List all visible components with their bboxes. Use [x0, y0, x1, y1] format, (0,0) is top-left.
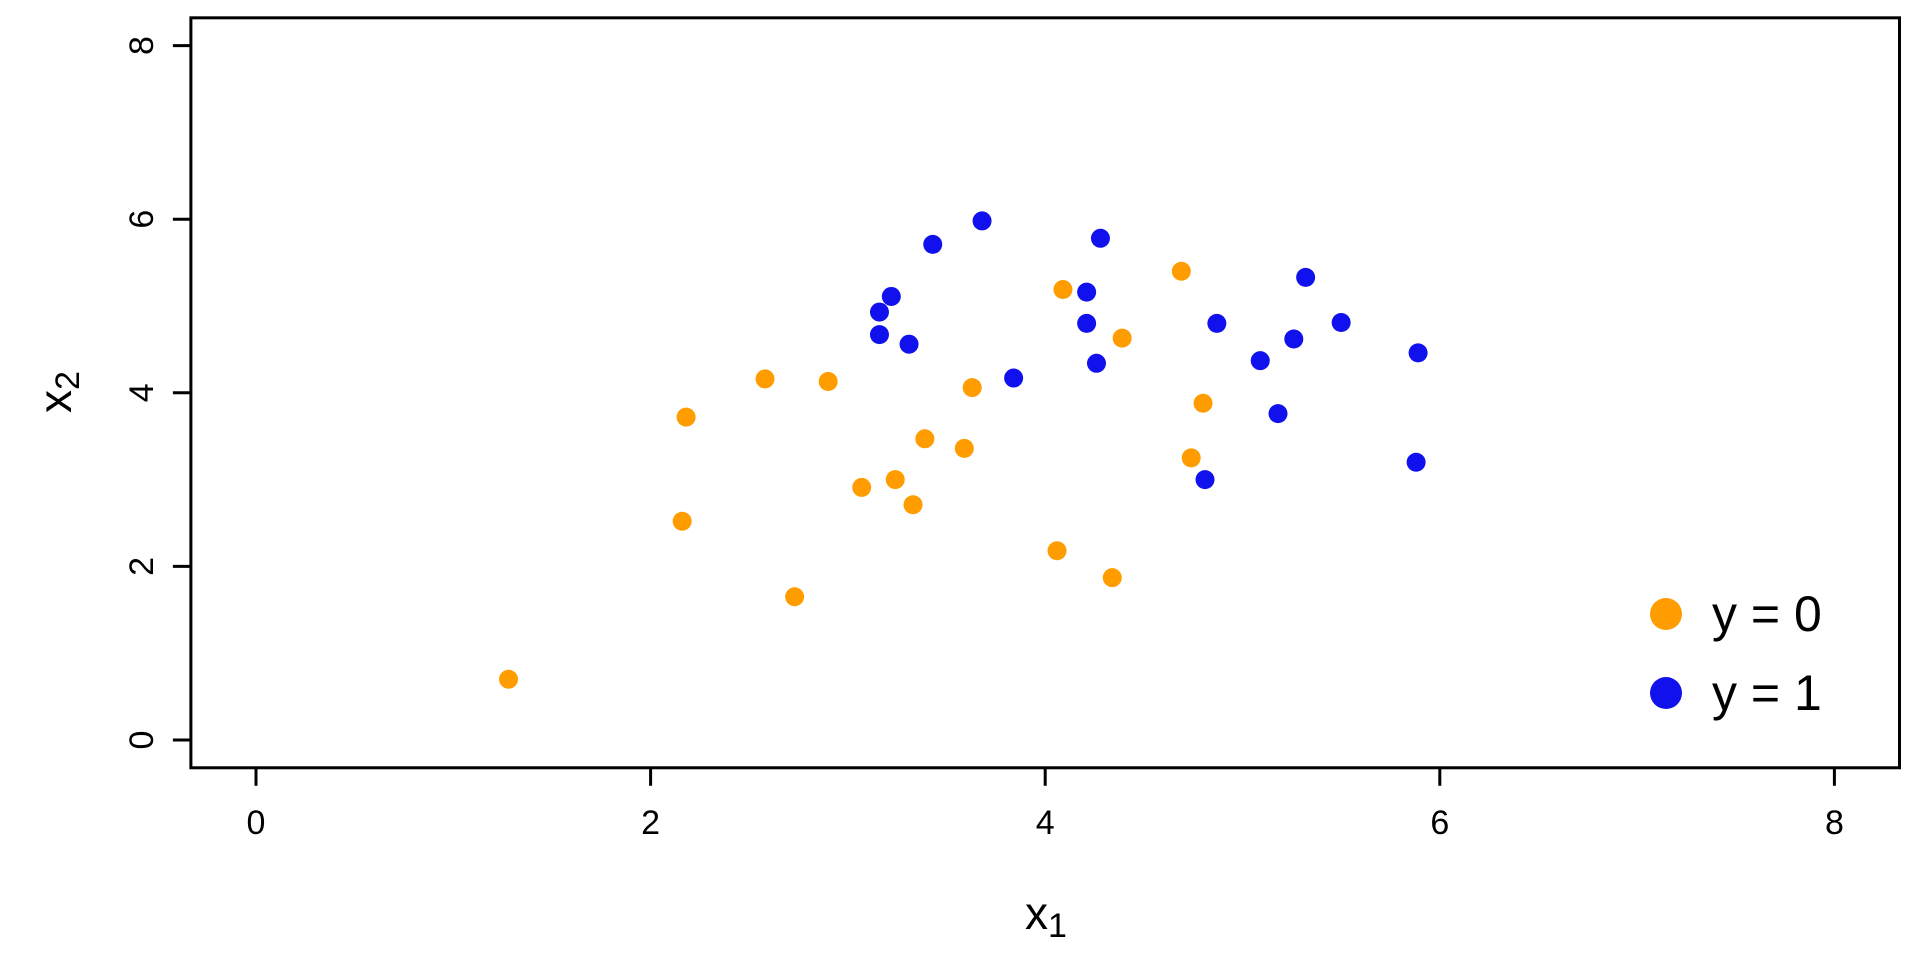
- data-point-y1: [1268, 404, 1288, 424]
- y-axis-title-subscript: 2: [49, 371, 87, 390]
- data-point-y1: [972, 211, 992, 231]
- data-point-y1: [1207, 313, 1227, 333]
- y-axis-tick-label: 6: [123, 210, 161, 229]
- data-point-y0: [1193, 393, 1213, 413]
- data-point-y0: [915, 429, 935, 449]
- data-point-y0: [1112, 328, 1132, 348]
- data-point-y1: [1195, 470, 1215, 490]
- data-point-y1: [1406, 452, 1426, 472]
- data-point-y1: [899, 334, 919, 354]
- data-point-y1: [1004, 368, 1024, 388]
- data-point-y1: [1077, 282, 1097, 302]
- data-point-y1: [1408, 343, 1428, 363]
- x-axis-title-base: x: [1025, 887, 1049, 939]
- x-axis-tick-label: 4: [1036, 804, 1055, 842]
- data-point-y1: [881, 286, 901, 306]
- data-point-y0: [1181, 448, 1201, 468]
- legend-label-y1: y = 1: [1712, 665, 1822, 721]
- y-axis-tick-label: 4: [123, 383, 161, 402]
- data-point-y0: [852, 477, 872, 497]
- data-point-y0: [672, 511, 692, 531]
- legend: y = 0 y = 1: [1650, 588, 1822, 746]
- y-axis-title-base: x: [29, 389, 81, 413]
- legend-entry-y0: y = 0: [1650, 588, 1822, 640]
- data-point-y0: [954, 438, 974, 458]
- data-point-y0: [785, 587, 805, 607]
- data-point-y0: [1171, 261, 1191, 281]
- data-point-y0: [1053, 280, 1073, 300]
- data-point-y1: [869, 325, 889, 345]
- legend-entry-y1: y = 1: [1650, 667, 1822, 719]
- legend-dot-y1-icon: [1650, 677, 1682, 709]
- data-point-y0: [818, 372, 838, 392]
- data-point-y1: [1086, 353, 1106, 373]
- x-axis-tick-label: 8: [1825, 804, 1844, 842]
- plot-box: [189, 16, 1902, 770]
- data-point-y0: [676, 407, 696, 427]
- data-point-y1: [923, 234, 943, 254]
- data-point-y1: [1090, 228, 1110, 248]
- data-point-y0: [962, 378, 982, 398]
- data-point-y0: [1102, 568, 1122, 588]
- data-point-y1: [1284, 329, 1304, 349]
- data-point-y0: [755, 369, 775, 389]
- x-axis-tick-label: 6: [1430, 804, 1449, 842]
- data-point-y0: [1047, 541, 1067, 561]
- data-point-y1: [1331, 312, 1351, 332]
- x-axis-tick-label: 2: [641, 804, 660, 842]
- legend-label-y0: y = 0: [1712, 586, 1822, 642]
- y-axis-tick-label: 0: [123, 731, 161, 750]
- data-point-y1: [1250, 351, 1270, 371]
- data-point-y0: [903, 495, 923, 515]
- data-point-y0: [499, 669, 519, 689]
- x-axis-tick-label: 0: [247, 804, 266, 842]
- data-point-y1: [1296, 267, 1316, 287]
- data-point-y1: [869, 302, 889, 322]
- x-axis-title-subscript: 1: [1048, 907, 1067, 945]
- legend-dot-y0-icon: [1650, 598, 1682, 630]
- y-axis-tick-label: 2: [123, 557, 161, 576]
- data-point-y1: [1077, 313, 1097, 333]
- data-point-y0: [885, 470, 905, 490]
- y-axis-tick-label: 8: [123, 36, 161, 55]
